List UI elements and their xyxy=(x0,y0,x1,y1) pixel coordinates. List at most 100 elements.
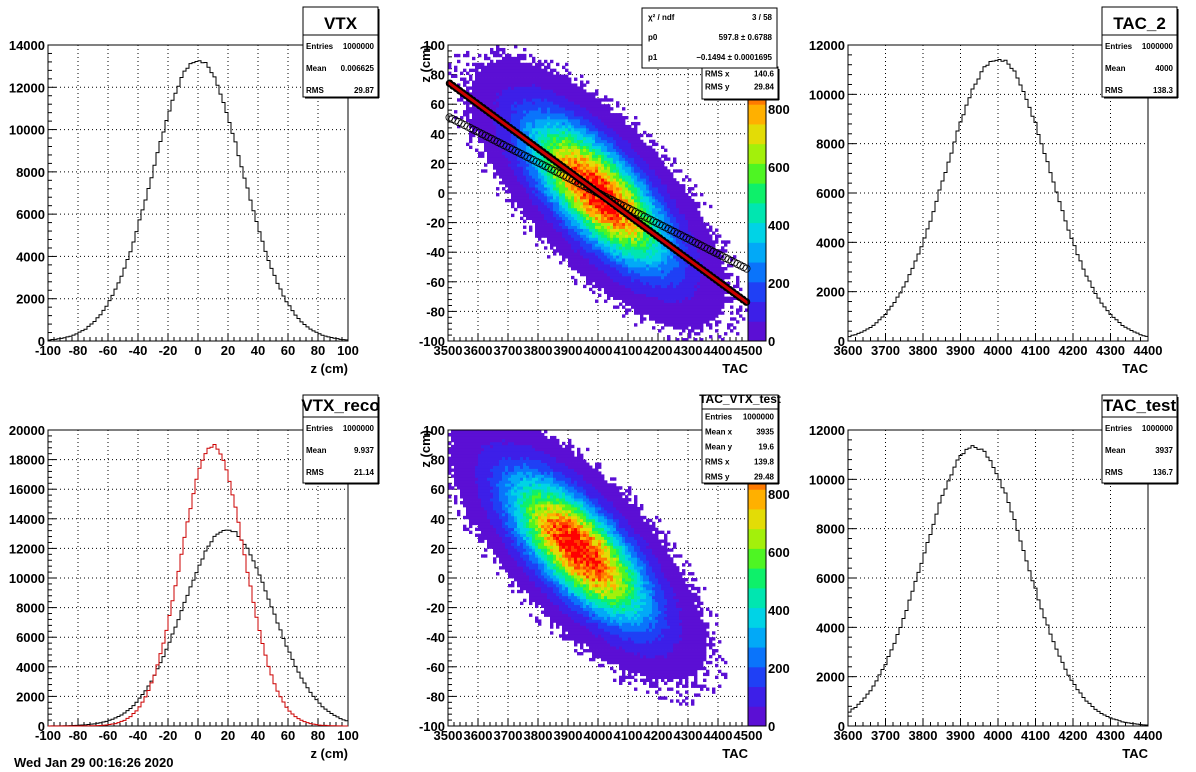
heatmap-cell xyxy=(493,71,497,75)
heatmap-cell xyxy=(667,234,671,238)
heatmap-cell xyxy=(499,136,503,141)
heatmap-cell xyxy=(529,195,533,200)
heatmap-cell xyxy=(703,201,707,206)
heatmap-cell xyxy=(661,326,665,330)
heatmap-cell xyxy=(712,252,716,256)
heatmap-cell xyxy=(628,157,632,161)
heatmap-cell xyxy=(655,296,659,300)
heatmap-cell xyxy=(742,317,746,321)
heatmap-cell xyxy=(619,184,623,188)
heatmap-cell xyxy=(655,252,659,256)
heatmap-cell xyxy=(664,311,668,315)
heatmap-cell xyxy=(562,101,566,105)
heatmap-cell xyxy=(580,95,584,99)
heatmap-cell xyxy=(517,175,521,179)
heatmap-cell xyxy=(568,101,572,105)
heatmap-cell xyxy=(532,175,536,179)
heatmap-cell xyxy=(610,193,614,197)
heatmap-cell xyxy=(472,121,476,126)
heatmap-cell xyxy=(637,308,641,312)
heatmap-cell xyxy=(679,281,683,286)
heatmap-cell xyxy=(703,320,707,324)
heatmap-cell xyxy=(586,252,590,256)
heatmap-cell xyxy=(508,107,512,111)
heatmap-cell xyxy=(679,305,683,309)
heatmap-cell xyxy=(640,169,644,173)
heatmap-cell xyxy=(622,195,626,200)
heatmap-cell xyxy=(622,249,626,253)
heatmap-cell xyxy=(598,284,602,289)
heatmap-cell xyxy=(484,80,488,84)
heatmap-cell xyxy=(622,219,626,223)
heatmap-cell xyxy=(472,116,476,120)
heatmap-cell xyxy=(598,264,602,268)
heatmap-cell xyxy=(676,255,680,259)
heatmap-cell xyxy=(586,160,590,164)
heatmap-cell xyxy=(535,243,539,247)
heatmap-cell xyxy=(655,305,659,309)
heatmap-cell xyxy=(610,261,614,265)
heatmap-cell xyxy=(604,95,608,99)
heatmap-cell xyxy=(676,275,680,280)
heatmap-cell xyxy=(679,234,683,238)
heatmap-cell xyxy=(571,237,575,241)
heatmap-cell xyxy=(643,142,647,147)
heatmap-cell xyxy=(664,272,668,277)
heatmap-cell xyxy=(538,231,542,235)
heatmap-cell xyxy=(550,110,554,114)
heatmap-cell xyxy=(685,284,689,289)
heatmap-cell xyxy=(676,308,680,312)
heatmap-cell xyxy=(685,252,689,256)
heatmap-cell xyxy=(484,95,488,99)
heatmap-cell xyxy=(622,267,626,271)
heatmap-cell xyxy=(583,272,587,277)
heatmap-cell xyxy=(583,133,587,138)
heatmap-cell xyxy=(670,187,674,191)
heatmap-cell xyxy=(670,216,674,221)
heatmap-cell xyxy=(547,127,551,132)
heatmap-cell xyxy=(718,258,722,262)
heatmap-cell xyxy=(541,77,545,81)
heatmap-cell xyxy=(469,77,473,81)
heatmap-cell xyxy=(574,198,578,203)
heatmap-cell xyxy=(688,335,692,339)
heatmap-cell xyxy=(634,190,638,194)
heatmap-cell xyxy=(619,275,623,280)
heatmap-cell xyxy=(610,210,614,215)
heatmap-cell xyxy=(682,290,686,295)
heatmap-cell xyxy=(571,86,575,90)
heatmap-cell xyxy=(616,184,620,188)
heatmap-cell xyxy=(580,237,584,241)
heatmap-cell xyxy=(658,160,662,164)
heatmap-cell xyxy=(580,98,584,102)
heatmap-cell xyxy=(697,311,701,315)
x-tick-label: 4500 xyxy=(734,343,763,358)
stats-value: 0.006625 xyxy=(341,64,375,73)
y-tick-label: 12000 xyxy=(9,80,45,95)
heatmap-cell xyxy=(634,293,638,297)
heatmap-cell xyxy=(625,187,629,191)
heatmap-cell xyxy=(571,216,575,221)
y-tick-label: 4000 xyxy=(16,249,45,264)
heatmap-cell xyxy=(712,231,716,235)
heatmap-cell xyxy=(604,175,608,179)
heatmap-cell xyxy=(694,228,698,232)
heatmap-cell xyxy=(505,113,509,117)
heatmap-cell xyxy=(604,113,608,117)
heatmap-cell xyxy=(583,127,587,132)
heatmap-cell xyxy=(541,169,545,173)
heatmap-cell xyxy=(541,83,545,87)
heatmap-cell xyxy=(511,62,515,67)
heatmap-cell xyxy=(637,299,641,303)
heatmap-cell xyxy=(679,314,683,318)
heatmap-cell xyxy=(499,80,503,84)
heatmap-cell xyxy=(595,249,599,253)
heatmap-cell xyxy=(547,181,551,185)
heatmap-cell xyxy=(625,261,629,265)
heatmap-cell xyxy=(529,101,533,105)
heatmap-cell xyxy=(478,89,482,93)
heatmap-cell xyxy=(580,148,584,152)
heatmap-cell xyxy=(538,237,542,241)
heatmap-cell xyxy=(694,255,698,259)
heatmap-cell xyxy=(529,133,533,138)
